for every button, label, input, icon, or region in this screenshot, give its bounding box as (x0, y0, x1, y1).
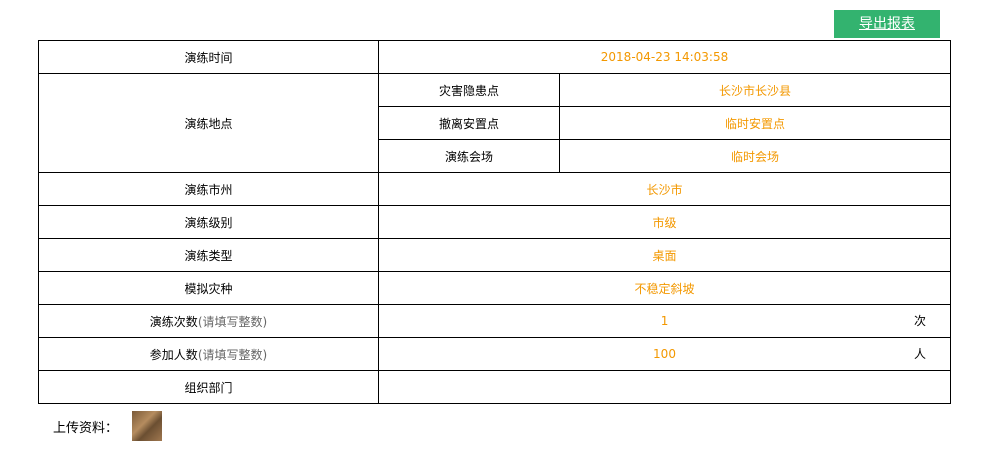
type-value: 桌面 (377, 238, 952, 272)
label-hint: (请填写整数) (197, 347, 268, 362)
evacuation-point-value: 临时安置点 (558, 106, 952, 140)
drill-info-table: 演练时间 2018-04-23 14:03:58 演练地点 灾害隐患点 长沙市长沙县 … (38, 40, 952, 404)
table-row: 演练类型 桌面 (38, 238, 952, 272)
row-label: 演练级别 (38, 205, 379, 239)
upload-label: 上传资料： (53, 421, 119, 436)
disaster-value: 不稳定斜坡 (377, 271, 952, 305)
table-row: 组织部门 (38, 370, 952, 404)
city-value: 长沙市 (377, 172, 952, 206)
table-row: 演练时间 2018-04-23 14:03:58 (38, 40, 952, 74)
people-unit: 人 (914, 347, 927, 361)
row-label: 演练地点 (38, 73, 379, 173)
label-hint: (请填写整数) (197, 314, 268, 329)
label-text: 演练次数 (149, 314, 198, 329)
sub-label: 演练会场 (378, 139, 560, 173)
count-unit: 次 (914, 314, 927, 328)
people-cell[interactable]: 100 人 (377, 337, 952, 371)
row-label: 组织部门 (38, 370, 379, 404)
hazard-point-value: 长沙市长沙县 (558, 73, 952, 107)
row-label: 演练次数(请填写整数) (38, 304, 379, 338)
table-row: 参加人数(请填写整数) 100 人 (38, 337, 952, 371)
sub-label: 灾害隐患点 (378, 73, 560, 107)
row-label: 模拟灾种 (38, 271, 379, 305)
row-label: 演练时间 (38, 40, 379, 74)
table-row: 演练次数(请填写整数) 1 次 (38, 304, 952, 338)
table-row: 模拟灾种 不稳定斜坡 (38, 271, 952, 305)
row-label: 演练类型 (38, 238, 379, 272)
label-text: 参加人数 (149, 347, 198, 362)
uploaded-image-thumbnail[interactable] (132, 411, 162, 441)
venue-value: 临时会场 (558, 139, 952, 173)
level-value: 市级 (377, 205, 952, 239)
export-report-button[interactable]: 导出报表 (834, 10, 940, 38)
table-row: 演练级别 市级 (38, 205, 952, 239)
table-row: 演练会场 临时会场 (39, 139, 952, 173)
row-label: 演练市州 (38, 172, 379, 206)
sub-label: 撤离安置点 (378, 106, 560, 140)
row-label: 参加人数(请填写整数) (38, 337, 379, 371)
table-row: 撤离安置点 临时安置点 (39, 106, 952, 140)
table-row: 演练地点 灾害隐患点 长沙市长沙县 (38, 73, 952, 173)
dept-value (377, 370, 952, 404)
people-value[interactable]: 100 (653, 347, 676, 361)
table-row: 演练市州 长沙市 (38, 172, 952, 206)
drill-time-value: 2018-04-23 14:03:58 (377, 40, 952, 74)
count-value[interactable]: 1 (660, 314, 669, 328)
